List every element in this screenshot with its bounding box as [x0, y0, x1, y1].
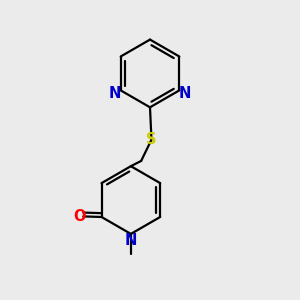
Text: O: O	[73, 209, 85, 224]
Text: S: S	[146, 132, 157, 147]
Text: N: N	[125, 233, 137, 248]
Text: N: N	[109, 86, 121, 101]
Text: N: N	[179, 86, 191, 101]
